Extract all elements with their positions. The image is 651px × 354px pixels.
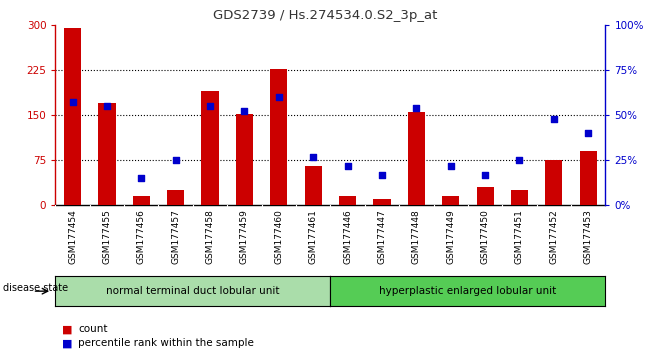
Text: GSM177451: GSM177451	[515, 209, 524, 264]
Point	[583, 130, 594, 136]
Point	[239, 109, 249, 114]
Point	[308, 154, 318, 159]
Text: GSM177453: GSM177453	[584, 209, 593, 264]
Bar	[374, 199, 391, 205]
Point	[102, 103, 112, 109]
Bar	[236, 114, 253, 205]
Point	[411, 105, 422, 111]
Text: GSM177456: GSM177456	[137, 209, 146, 264]
Text: GSM177459: GSM177459	[240, 209, 249, 264]
Point	[205, 103, 215, 109]
Text: GSM177446: GSM177446	[343, 209, 352, 264]
Point	[480, 172, 490, 177]
Text: disease state: disease state	[3, 282, 68, 293]
Text: normal terminal duct lobular unit: normal terminal duct lobular unit	[106, 286, 280, 296]
Bar	[546, 160, 562, 205]
Text: GSM177454: GSM177454	[68, 209, 77, 264]
Point	[273, 94, 284, 100]
Point	[136, 176, 146, 181]
Bar	[64, 28, 81, 205]
Point	[445, 163, 456, 169]
Bar	[339, 196, 356, 205]
Text: GSM177450: GSM177450	[480, 209, 490, 264]
Bar	[270, 69, 287, 205]
Text: ■: ■	[62, 324, 72, 334]
Point	[171, 157, 181, 163]
Point	[67, 99, 77, 105]
Text: percentile rank within the sample: percentile rank within the sample	[78, 338, 254, 348]
Text: GSM177452: GSM177452	[549, 209, 559, 264]
Point	[342, 163, 353, 169]
Bar	[201, 91, 219, 205]
Bar	[511, 190, 528, 205]
Bar	[408, 112, 425, 205]
Text: GSM177449: GSM177449	[446, 209, 455, 264]
Text: GSM177447: GSM177447	[378, 209, 387, 264]
Text: GSM177455: GSM177455	[102, 209, 111, 264]
Bar	[442, 196, 460, 205]
Text: hyperplastic enlarged lobular unit: hyperplastic enlarged lobular unit	[380, 286, 557, 296]
Text: GDS2739 / Hs.274534.0.S2_3p_at: GDS2739 / Hs.274534.0.S2_3p_at	[214, 9, 437, 22]
Text: GSM177460: GSM177460	[274, 209, 283, 264]
Bar	[305, 166, 322, 205]
Bar	[98, 103, 115, 205]
Text: GSM177457: GSM177457	[171, 209, 180, 264]
Bar	[133, 196, 150, 205]
Text: GSM177458: GSM177458	[206, 209, 215, 264]
Point	[377, 172, 387, 177]
Point	[514, 157, 525, 163]
Text: GSM177448: GSM177448	[412, 209, 421, 264]
Text: GSM177461: GSM177461	[309, 209, 318, 264]
Text: ■: ■	[62, 338, 72, 348]
Bar	[167, 190, 184, 205]
Bar	[477, 187, 493, 205]
Text: count: count	[78, 324, 107, 334]
Point	[549, 116, 559, 121]
Bar	[579, 151, 597, 205]
